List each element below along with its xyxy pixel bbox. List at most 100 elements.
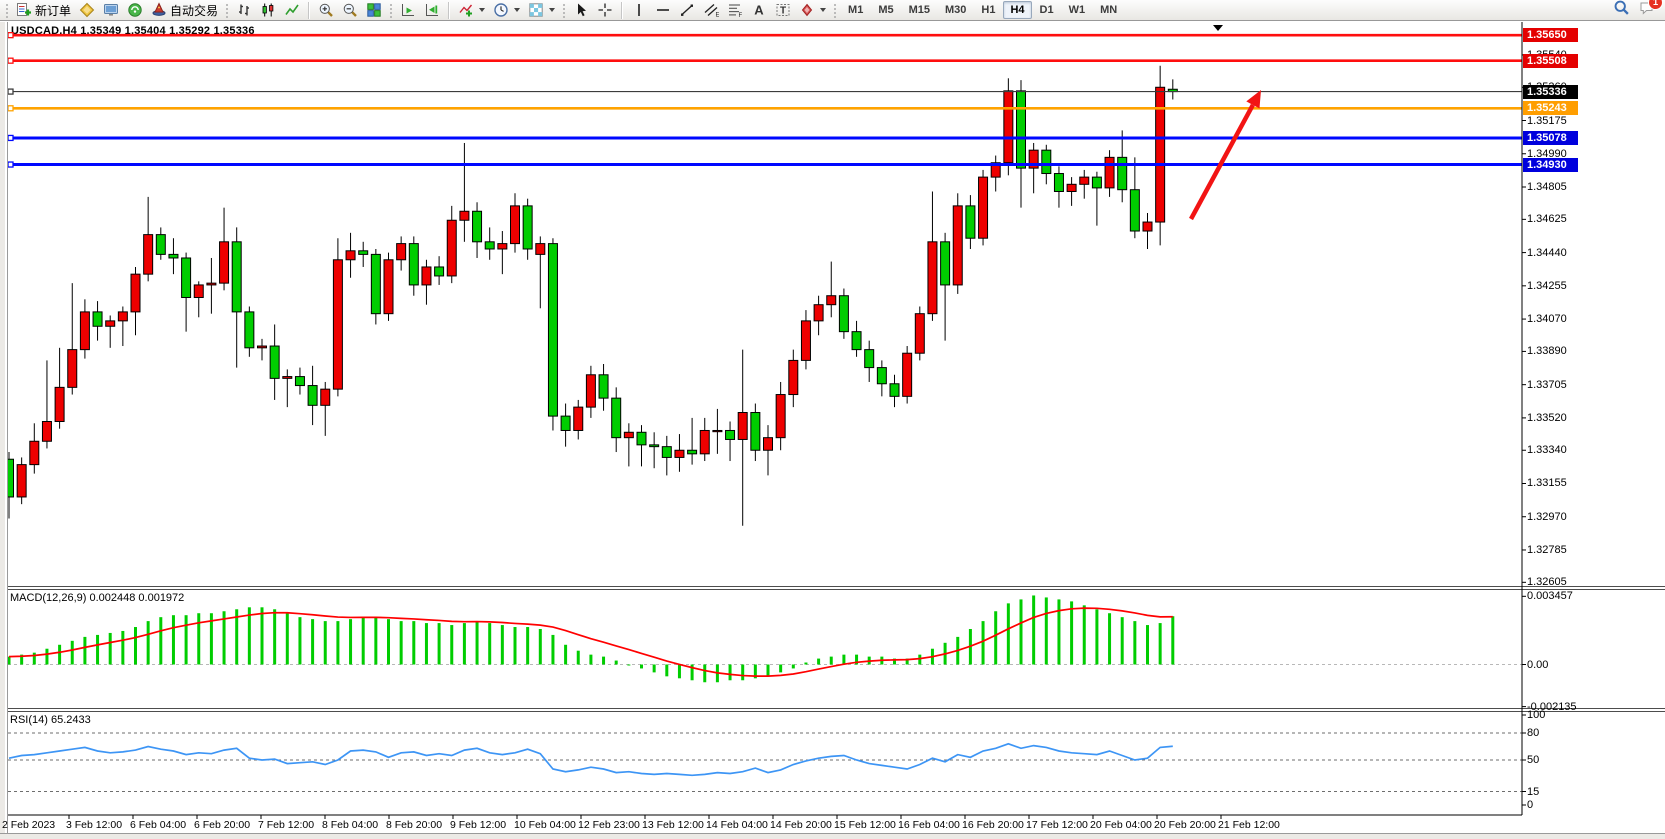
navigator-button[interactable] xyxy=(124,1,146,20)
timeframe-button-h1[interactable]: H1 xyxy=(981,4,996,16)
bear-candle-body xyxy=(1041,149,1052,175)
search-icon[interactable] xyxy=(1613,0,1630,21)
timeframe-button-h4[interactable]: H4 xyxy=(1003,1,1032,19)
macd-histogram-bar xyxy=(842,654,846,665)
crosshair-button[interactable] xyxy=(594,1,616,20)
toolbar-grip xyxy=(562,2,567,18)
macd-histogram-bar xyxy=(1120,617,1124,665)
bear-candle-body xyxy=(598,374,609,399)
macd-histogram-bar xyxy=(1006,603,1010,665)
data-window-button[interactable] xyxy=(100,1,122,20)
autotrading-button[interactable]: 自动交易 xyxy=(148,1,221,20)
horizontal-line-object[interactable] xyxy=(7,161,1522,168)
bull-candle-body xyxy=(978,176,989,239)
bull-candle-body xyxy=(383,259,394,315)
horizontal-line-object[interactable] xyxy=(7,57,1522,64)
macd-histogram-bar xyxy=(500,625,504,665)
chart-shift-button[interactable] xyxy=(421,1,443,20)
svg-text:T: T xyxy=(780,6,786,17)
bear-candle-body xyxy=(1016,90,1026,169)
line-handle[interactable] xyxy=(7,88,14,95)
candlestick xyxy=(851,320,862,357)
macd-histogram-bar xyxy=(222,611,226,665)
trendline-tool[interactable] xyxy=(676,1,698,20)
bull-candle-body xyxy=(332,259,343,390)
candlestick xyxy=(54,347,65,429)
macd-histogram-bar xyxy=(134,627,137,665)
bear-candle-body xyxy=(1053,173,1064,192)
timeframe-button-m1[interactable]: M1 xyxy=(848,4,864,16)
macd-histogram-bar xyxy=(235,609,239,665)
timeframe-button-d1[interactable]: D1 xyxy=(1039,4,1054,16)
horizontal-line-tool[interactable] xyxy=(652,1,674,20)
bear-candle-body xyxy=(155,234,166,255)
timeframe-button-m5[interactable]: M5 xyxy=(878,4,894,16)
auto-scroll-button[interactable] xyxy=(397,1,419,20)
line-handle[interactable] xyxy=(7,57,14,64)
fibonacci-tool[interactable]: F xyxy=(724,1,746,20)
timeframe-button-m15[interactable]: M15 xyxy=(908,4,930,16)
candlestick xyxy=(1003,78,1014,176)
bull-candle-body xyxy=(206,282,217,286)
market-watch-icon xyxy=(79,2,95,18)
tile-windows-button[interactable] xyxy=(363,1,385,20)
periods-button[interactable] xyxy=(490,1,523,20)
macd-histogram-bar xyxy=(728,664,732,681)
label-tool[interactable]: T xyxy=(772,1,794,20)
candlestick xyxy=(1155,65,1166,246)
text-tool[interactable]: A xyxy=(748,1,770,20)
candlestick xyxy=(889,374,900,408)
bull-candle-body xyxy=(535,243,546,255)
bar-chart-button[interactable] xyxy=(233,1,255,20)
timeframe-button-mn[interactable]: MN xyxy=(1100,4,1118,16)
channel-tool[interactable]: E xyxy=(700,1,722,20)
bear-candle-body xyxy=(370,253,381,315)
line-chart-button[interactable] xyxy=(281,1,303,20)
new-order-button[interactable]: 新订单 xyxy=(13,1,74,20)
line-handle[interactable] xyxy=(7,161,14,168)
shapes-tool[interactable] xyxy=(796,1,829,20)
bear-candle-body xyxy=(472,210,483,243)
indicators-button[interactable] xyxy=(455,1,488,20)
macd-histogram-bar xyxy=(298,617,302,665)
line-handle[interactable] xyxy=(7,134,14,142)
horizontal-line-object[interactable] xyxy=(7,134,1522,142)
horizontal-line-object[interactable] xyxy=(7,105,1522,112)
line-handle[interactable] xyxy=(7,105,14,112)
svg-text:A: A xyxy=(754,3,764,18)
toolbar-right-group: 1 xyxy=(1613,0,1663,21)
macd-histogram-bar xyxy=(424,623,428,665)
macd-histogram-bar xyxy=(1032,595,1036,665)
candlestick xyxy=(130,266,141,336)
horizontal-line-object[interactable] xyxy=(7,88,1522,95)
line-handle[interactable] xyxy=(7,32,14,39)
notifications-button[interactable]: 1 xyxy=(1638,0,1663,21)
bull-candle-body xyxy=(459,210,470,221)
candlestick xyxy=(29,423,40,474)
cursor-icon xyxy=(573,2,589,18)
zoom-in-button[interactable] xyxy=(315,1,337,20)
cursor-button[interactable] xyxy=(570,1,592,20)
horizontal-line-icon xyxy=(655,2,671,18)
trend-arrow-object[interactable] xyxy=(1189,90,1261,221)
timeframe-button-m30[interactable]: M30 xyxy=(945,4,967,16)
candlestick xyxy=(244,306,255,357)
vertical-line-tool[interactable] xyxy=(628,1,650,20)
macd-histogram-bar xyxy=(1171,616,1175,665)
macd-histogram-bar xyxy=(32,652,36,665)
templates-icon xyxy=(528,2,544,18)
chart-window[interactable] xyxy=(0,22,1665,838)
dropdown-arrow-icon xyxy=(549,8,556,12)
timeframe-button-w1[interactable]: W1 xyxy=(1068,4,1086,16)
bull-candle-body xyxy=(585,374,596,408)
candlestick-chart-button[interactable] xyxy=(257,1,279,20)
horizontal-line-object[interactable] xyxy=(7,32,1522,39)
market-watch-button[interactable] xyxy=(76,1,98,20)
bull-candle-body xyxy=(117,311,128,322)
zoom-out-button[interactable] xyxy=(339,1,361,20)
macd-histogram-bar xyxy=(817,658,821,665)
macd-histogram-bar xyxy=(412,621,416,665)
macd-histogram-bar xyxy=(564,644,568,665)
templates-button[interactable] xyxy=(525,1,558,20)
